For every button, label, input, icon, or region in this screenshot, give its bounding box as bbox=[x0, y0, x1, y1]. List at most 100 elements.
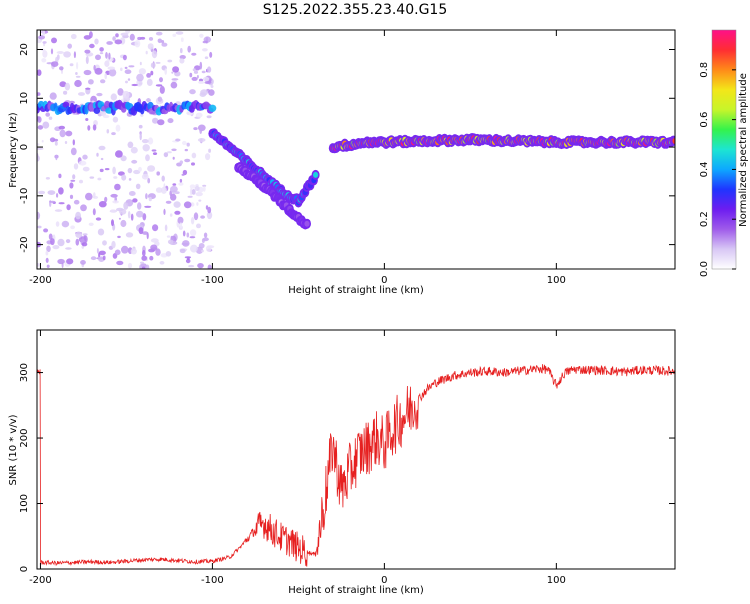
heatmap-cell bbox=[188, 264, 195, 268]
heatmap-cell bbox=[75, 72, 78, 75]
heatmap-cell bbox=[167, 239, 174, 245]
heatmap-cell bbox=[123, 201, 129, 210]
colorbar-tick-label: 0.6 bbox=[699, 112, 710, 128]
heatmap-cell bbox=[198, 80, 205, 84]
snr-xtick-label: 0 bbox=[381, 575, 387, 586]
heatmap-cell bbox=[120, 67, 123, 72]
heatmap-cell bbox=[96, 248, 99, 254]
heatmap-cell bbox=[70, 33, 77, 40]
heatmap-cell bbox=[127, 78, 131, 81]
heatmap-cell bbox=[49, 92, 57, 100]
heatmap-cell bbox=[199, 33, 204, 38]
heatmap-cell bbox=[201, 238, 205, 244]
heatmap-cell bbox=[164, 68, 167, 75]
heatmap-cell bbox=[184, 148, 188, 152]
heatmap-cell bbox=[114, 183, 121, 191]
heatmap-cell bbox=[152, 224, 159, 232]
heatmap-cell bbox=[201, 249, 205, 253]
heatmap-cell bbox=[104, 196, 108, 203]
heatmap-cell bbox=[102, 240, 107, 246]
heatmap-cell bbox=[190, 217, 195, 225]
heatmap-cell bbox=[167, 151, 172, 154]
heatmap-cell bbox=[45, 250, 49, 256]
heatmap-cell bbox=[89, 176, 95, 179]
heatmap-cell bbox=[202, 76, 210, 82]
heatmap-cell bbox=[88, 222, 94, 226]
snr-ticks: -200 -100 0 100 0 100 200 300 bbox=[19, 330, 675, 586]
heatmap-cell bbox=[204, 81, 212, 85]
colorbar-tick-label: 0.4 bbox=[699, 161, 710, 177]
heatmap-cell bbox=[131, 83, 138, 87]
heatmap-cell bbox=[150, 62, 156, 68]
heatmap-cell bbox=[190, 244, 198, 253]
heatmap-cell bbox=[177, 216, 184, 224]
heatmap-cell bbox=[182, 230, 186, 237]
heatmap-cell bbox=[208, 148, 212, 153]
heatmap-cell bbox=[172, 66, 180, 73]
heatmap-cell bbox=[127, 262, 133, 269]
heatmap-cell bbox=[83, 69, 92, 76]
heatmap-cell bbox=[94, 67, 103, 75]
heatmap-cell bbox=[41, 139, 44, 143]
heatmap-cell bbox=[67, 43, 72, 49]
heatmap-cell bbox=[164, 224, 168, 232]
heatmap-cell bbox=[147, 43, 154, 50]
heatmap-cell bbox=[66, 258, 74, 265]
heatmap-cell bbox=[160, 186, 167, 194]
heatmap-cell bbox=[202, 186, 206, 192]
heatmap-cell bbox=[104, 60, 110, 67]
heatmap-cell bbox=[59, 129, 66, 138]
figure-title: S125.2022.355.23.40.G15 bbox=[263, 2, 448, 18]
heatmap-cell bbox=[150, 244, 158, 251]
heatmap-cell bbox=[145, 98, 152, 102]
heatmap-cell bbox=[47, 190, 56, 196]
heatmap-cell bbox=[146, 73, 152, 78]
heatmap-cell bbox=[163, 208, 166, 215]
heatmap-cell bbox=[175, 31, 184, 35]
heatmap-cell bbox=[187, 195, 193, 198]
heatmap-cell bbox=[116, 207, 124, 212]
heatmap-cell bbox=[75, 75, 81, 78]
heatmap-cell bbox=[196, 75, 199, 79]
snr-frame bbox=[36, 329, 676, 570]
colorbar-frame bbox=[711, 29, 737, 270]
heatmap-cell bbox=[100, 79, 106, 84]
heatmap-cell bbox=[106, 41, 113, 45]
heatmap-cell bbox=[59, 81, 67, 88]
heatmap-cell bbox=[192, 68, 196, 72]
heatmap-cell bbox=[127, 211, 131, 219]
heatmap-cell bbox=[207, 264, 212, 269]
heatmap-cell bbox=[37, 147, 44, 150]
heatmap-cell bbox=[43, 228, 49, 233]
heatmap-cell bbox=[111, 240, 116, 249]
heatmap-cell bbox=[180, 48, 183, 54]
heatmap-cell bbox=[98, 250, 106, 256]
heatmap-cell bbox=[142, 231, 149, 235]
heatmap-cell bbox=[57, 238, 65, 247]
heatmap-cell bbox=[129, 33, 135, 41]
heatmap-cell bbox=[171, 148, 177, 152]
heatmap-cell bbox=[183, 201, 192, 209]
heatmap-cell bbox=[82, 154, 88, 160]
heatmap-cell bbox=[55, 221, 60, 227]
heatmap-cell bbox=[108, 52, 111, 60]
spectrogram-ytick-label: 10 bbox=[19, 92, 30, 105]
snr-xtick-label: 100 bbox=[547, 575, 566, 586]
heatmap-cell bbox=[141, 173, 149, 180]
heatmap-cell bbox=[208, 104, 217, 113]
heatmap-cell bbox=[197, 138, 206, 142]
heatmap-cell bbox=[172, 156, 175, 160]
heatmap-cell bbox=[202, 40, 208, 44]
colorbar-ticks: 0.0 0.2 0.4 0.6 0.8 bbox=[699, 62, 736, 277]
heatmap-cell bbox=[69, 182, 74, 189]
heatmap-cell bbox=[97, 228, 105, 236]
spectrogram-frame bbox=[36, 29, 676, 270]
heatmap-cell bbox=[191, 152, 197, 159]
heatmap-cell bbox=[210, 85, 214, 88]
heatmap-cell bbox=[41, 58, 47, 63]
heatmap-cell bbox=[186, 142, 190, 147]
heatmap-cell bbox=[179, 55, 186, 60]
heatmap-cell bbox=[159, 261, 165, 265]
heatmap-cell bbox=[128, 178, 132, 181]
